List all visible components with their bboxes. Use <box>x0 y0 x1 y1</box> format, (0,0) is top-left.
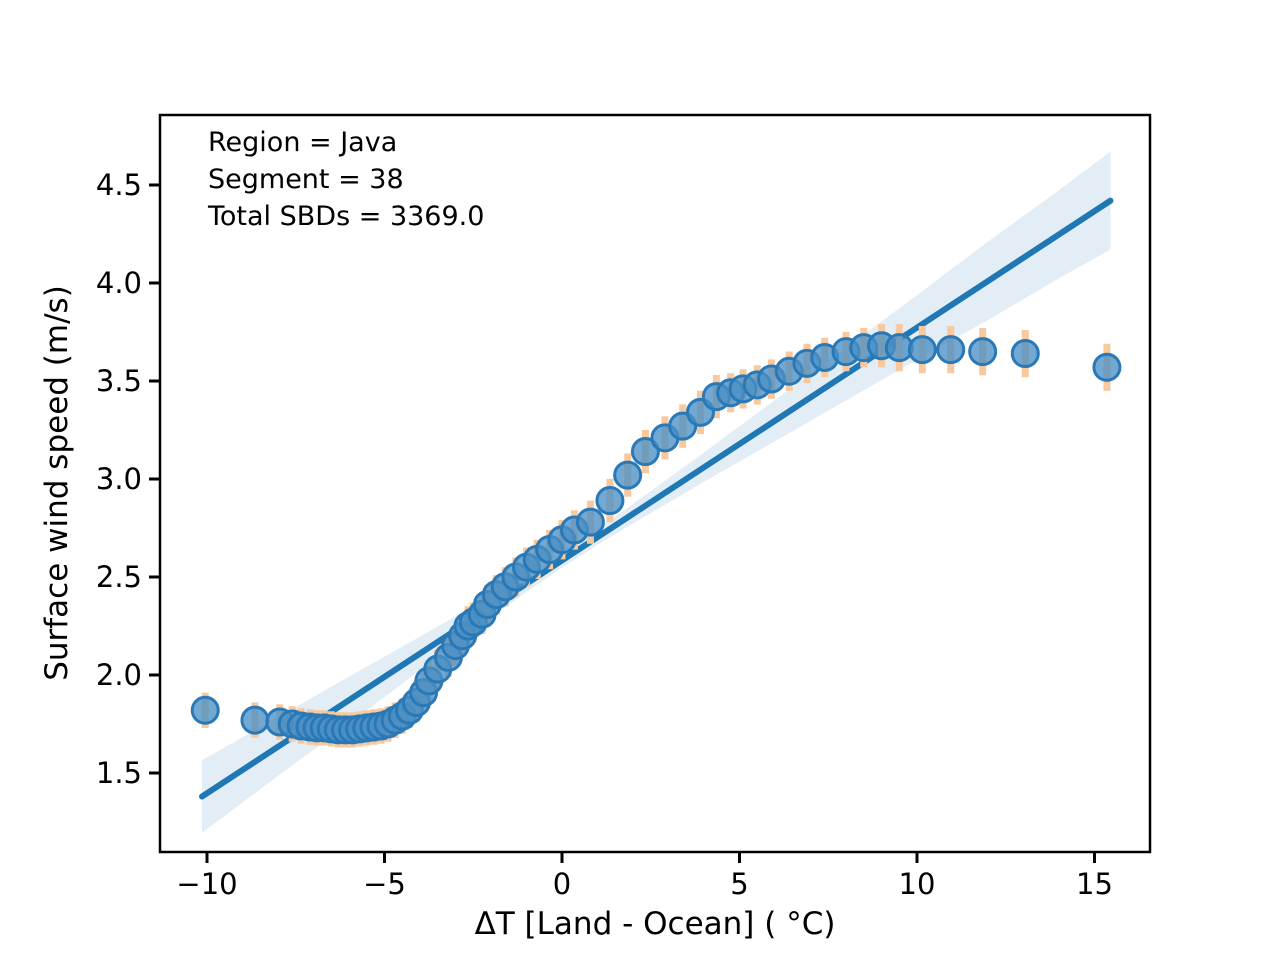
data-point <box>595 486 625 516</box>
data-point <box>613 460 643 490</box>
y-axis-label: Surface wind speed (m/s) <box>39 285 75 681</box>
annotation-segment-line: Segment = 38 <box>208 164 404 195</box>
x-tick-label: 15 <box>1076 867 1113 901</box>
annotation-region-line: Region = Java <box>208 127 398 158</box>
y-tick-label: 4.5 <box>96 168 142 202</box>
data-points-group <box>190 331 1122 745</box>
x-axis-label: ΔT [Land - Ocean] ( °C) <box>474 906 836 942</box>
data-point <box>575 507 605 537</box>
regression-line <box>199 197 1114 800</box>
y-tick-label: 2.5 <box>96 560 142 594</box>
data-point <box>936 335 966 365</box>
x-tick-label: −10 <box>176 867 237 901</box>
data-point <box>630 437 660 467</box>
x-tick-label: 0 <box>553 867 571 901</box>
data-point <box>240 705 270 735</box>
x-tick-label: 5 <box>730 867 748 901</box>
data-point <box>907 335 937 365</box>
x-tick-label: 10 <box>899 867 936 901</box>
y-tick-label: 1.5 <box>96 756 142 790</box>
y-tick-label: 4.0 <box>96 266 142 300</box>
data-point <box>1010 339 1040 369</box>
y-tick-label: 3.5 <box>96 364 142 398</box>
y-tick-label: 3.0 <box>96 462 142 496</box>
annotation-total-sbds-line: Total SBDs = 3369.0 <box>208 201 485 232</box>
y-tick-label: 2.0 <box>96 658 142 692</box>
annotation-block: Region = Java Segment = 38 Total SBDs = … <box>208 124 484 235</box>
data-point <box>190 695 220 725</box>
data-point <box>1092 352 1122 382</box>
x-tick-label: −5 <box>363 867 406 901</box>
data-point <box>968 337 998 367</box>
axes-spines <box>158 113 1152 854</box>
